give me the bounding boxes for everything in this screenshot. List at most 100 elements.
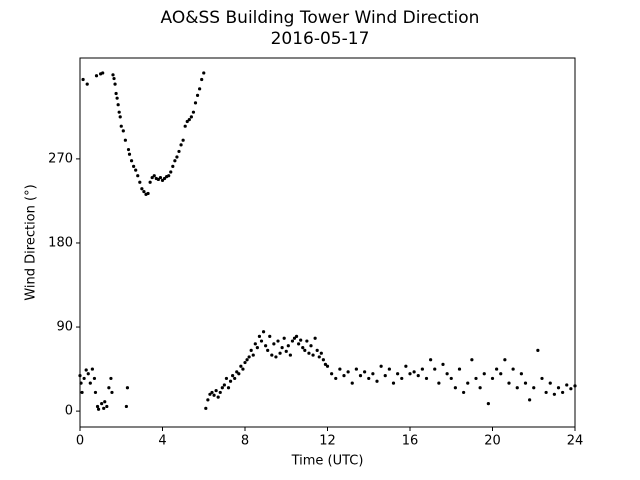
data-point — [156, 177, 160, 182]
data-point — [112, 76, 116, 81]
y-tick-label: 0 — [65, 404, 73, 419]
data-point — [253, 342, 257, 346]
data-point — [183, 124, 187, 128]
data-point — [81, 77, 85, 82]
data-point — [540, 376, 544, 381]
data-point — [193, 101, 198, 105]
data-point — [191, 110, 196, 114]
data-point — [255, 345, 259, 350]
data-point — [241, 367, 245, 371]
data-point — [160, 178, 165, 182]
x-tick-label: 0 — [76, 434, 84, 449]
data-point — [391, 381, 396, 385]
data-point — [556, 386, 561, 390]
data-point — [495, 367, 499, 371]
data-point — [305, 339, 309, 343]
data-point — [478, 386, 482, 390]
data-point — [290, 339, 295, 343]
data-point — [126, 147, 131, 152]
data-point — [268, 334, 272, 338]
data-point — [396, 372, 400, 376]
data-point — [565, 383, 569, 387]
data-point — [282, 336, 286, 340]
data-point — [200, 77, 204, 82]
data-point — [482, 372, 486, 376]
data-point — [334, 376, 338, 381]
data-point — [127, 152, 132, 156]
data-point — [284, 349, 288, 353]
data-point — [311, 353, 315, 357]
data-point — [433, 367, 437, 371]
x-tick-label: 8 — [241, 434, 249, 449]
data-point — [214, 388, 218, 393]
data-point — [181, 138, 185, 142]
data-point — [86, 372, 90, 376]
data-point — [243, 360, 247, 365]
data-point — [237, 372, 241, 376]
data-point — [90, 367, 94, 371]
data-point — [134, 168, 138, 172]
x-tick-label: 16 — [402, 434, 419, 449]
data-point — [169, 170, 173, 174]
data-point — [212, 393, 216, 397]
x-tick-label: 12 — [319, 434, 336, 449]
data-point — [228, 379, 233, 383]
data-point — [309, 344, 313, 348]
data-point — [280, 345, 284, 350]
data-point — [148, 180, 152, 184]
data-point — [383, 374, 387, 378]
data-point — [79, 381, 83, 385]
data-point — [114, 91, 118, 96]
data-point — [266, 348, 270, 352]
data-point — [552, 392, 556, 396]
data-point — [185, 119, 189, 124]
data-point — [346, 370, 350, 374]
data-point — [95, 404, 100, 409]
data-point — [532, 386, 536, 390]
data-point — [453, 386, 457, 390]
data-point — [198, 87, 202, 91]
data-point — [466, 381, 470, 385]
data-point — [208, 392, 212, 396]
data-point — [358, 374, 363, 378]
data-point — [179, 143, 183, 147]
data-point — [251, 353, 255, 357]
data-point — [544, 390, 548, 395]
data-point — [140, 187, 144, 191]
data-point — [301, 345, 305, 350]
data-point — [124, 404, 129, 409]
data-point — [226, 386, 231, 390]
data-point — [233, 376, 237, 381]
data-point — [93, 390, 98, 395]
data-point — [218, 390, 222, 395]
data-point — [189, 115, 193, 119]
data-point — [462, 390, 466, 395]
data-point — [224, 376, 229, 381]
data-point — [342, 374, 346, 378]
data-point — [132, 164, 136, 168]
y-tick-label: 180 — [48, 235, 73, 250]
data-point — [117, 110, 121, 114]
data-point — [286, 344, 290, 348]
x-tick-label: 24 — [567, 434, 584, 449]
data-point — [204, 406, 208, 410]
data-point — [259, 339, 264, 343]
data-point — [548, 381, 552, 385]
data-point — [150, 175, 154, 180]
data-point — [111, 73, 115, 77]
data-point — [499, 372, 503, 376]
data-point — [350, 381, 354, 385]
data-point — [367, 376, 371, 381]
data-point — [420, 367, 424, 371]
data-point — [561, 390, 565, 395]
data-point — [297, 342, 301, 346]
data-point — [138, 180, 142, 184]
data-point — [292, 336, 297, 340]
y-axis-label: Wind Direction (°) — [24, 184, 39, 300]
data-point — [474, 376, 478, 381]
data-point — [142, 189, 146, 194]
chart-subtitle: 2016-05-17 — [271, 29, 370, 49]
data-point — [387, 367, 391, 371]
data-point — [412, 370, 416, 374]
